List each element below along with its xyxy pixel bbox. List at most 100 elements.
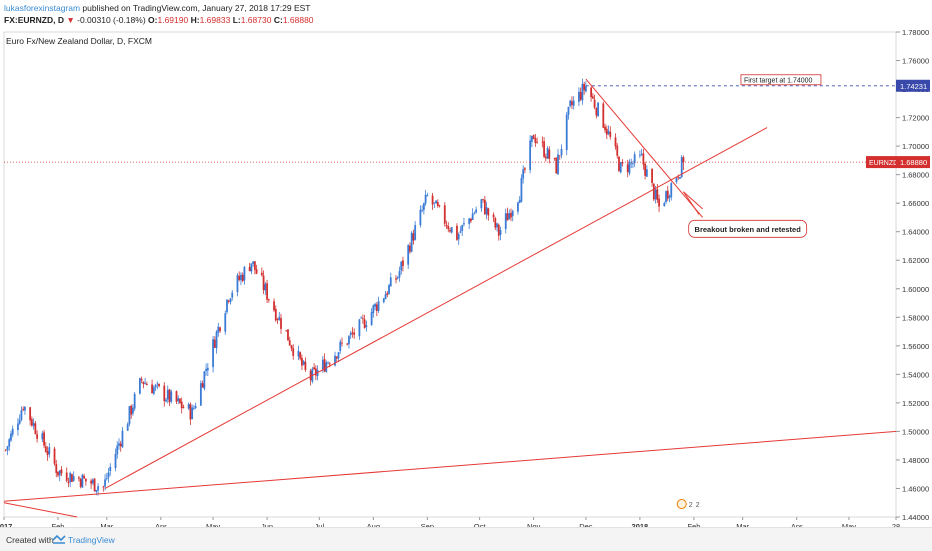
candle-body: [642, 153, 645, 165]
candle-body: [496, 223, 498, 228]
candle-body: [260, 272, 263, 276]
candle-body: [492, 214, 495, 218]
candle-body: [309, 370, 312, 381]
y-tick-label: 1.50000: [902, 427, 929, 436]
y-tick-label: 1.44000: [902, 513, 929, 522]
x-tick-label: Jun: [261, 522, 273, 527]
breakout-callout-box: [688, 219, 808, 238]
lower-trend-line: [3, 502, 78, 518]
candle-body: [325, 362, 328, 372]
candle-body: [278, 316, 281, 321]
candle-body: [83, 476, 86, 479]
candle-body: [522, 169, 525, 179]
candle-body: [640, 153, 643, 155]
y-tick-label: 1.58000: [902, 313, 929, 322]
x-tick-label: Sep: [421, 522, 434, 527]
y-tick-label: 1.46000: [902, 484, 929, 493]
price-tag: [896, 156, 930, 169]
candle-body: [6, 446, 9, 451]
candle-body: [422, 203, 425, 211]
candle-body: [645, 169, 648, 177]
candle-body: [584, 86, 587, 92]
x-tick-label: Apr: [791, 522, 803, 527]
y-tick-label: 1.66000: [902, 199, 929, 208]
candle-body: [468, 218, 471, 224]
candle-body: [412, 233, 415, 241]
candle-body: [517, 202, 519, 212]
candle-body: [327, 362, 329, 364]
candle-body: [205, 368, 207, 371]
candle-body: [548, 149, 551, 159]
tradingview-brand[interactable]: TradingView: [68, 535, 115, 545]
candle-body: [121, 430, 124, 448]
candle-body: [361, 318, 364, 320]
y-tick-label: 1.78000: [902, 28, 929, 37]
candle-body: [194, 405, 197, 408]
high-value: 1.69833: [199, 15, 231, 25]
candle-body: [285, 330, 288, 332]
pointer-line-2: [683, 191, 703, 210]
change-down-icon: ▼: [66, 15, 78, 25]
candle-body: [370, 312, 373, 326]
candle-body: [360, 317, 363, 319]
chart-header: lukasforexinstagram published on Trading…: [0, 0, 932, 30]
candle-body: [571, 101, 573, 106]
candle-body: [32, 422, 35, 426]
event-flag-icon: [676, 499, 687, 509]
candle-body: [395, 278, 397, 280]
candle-body: [22, 408, 25, 410]
candle-body: [675, 178, 678, 182]
candle-body: [128, 406, 131, 425]
candle-body: [253, 261, 256, 270]
candle-body: [4, 449, 7, 451]
candle-body: [213, 339, 216, 348]
candle-body: [266, 283, 268, 300]
y-tick-label: 1.54000: [902, 370, 929, 379]
candle-body: [619, 162, 622, 173]
low-value: 1.68730: [240, 15, 272, 25]
candle-body: [91, 479, 94, 484]
event-count-2: 2: [696, 502, 700, 509]
candle-body: [328, 363, 331, 365]
candle-body: [665, 191, 667, 203]
candle-body: [633, 154, 636, 164]
candle-body: [187, 403, 190, 409]
candle-body: [445, 225, 448, 227]
y-tick-label: 1.64000: [902, 228, 929, 237]
candle-body: [565, 114, 568, 151]
candle-body: [524, 168, 526, 170]
candle-body: [511, 210, 514, 217]
candle-body: [457, 233, 460, 240]
candle-body: [346, 343, 349, 345]
candle-body: [280, 318, 282, 329]
candle-body: [593, 99, 596, 108]
candle-body: [339, 341, 342, 351]
close-label: C:: [273, 15, 283, 25]
candle-body: [314, 368, 317, 376]
candle-body: [591, 96, 594, 99]
close-value: 1.68880: [282, 15, 314, 25]
candle-body: [36, 434, 39, 439]
candle-body: [292, 348, 295, 356]
candle-body: [677, 177, 680, 178]
candle-body: [384, 294, 387, 300]
author-link[interactable]: lukasforexinstagram: [4, 3, 81, 13]
candle-body: [658, 198, 660, 207]
candle-body: [435, 200, 437, 204]
candle-body: [170, 391, 173, 402]
long-term-trend-line: [3, 430, 897, 502]
candle-body: [274, 308, 277, 321]
candle-body: [166, 389, 169, 400]
candle-body: [375, 304, 378, 311]
candle-body: [607, 131, 610, 134]
candle-body: [630, 162, 633, 164]
candle-body: [546, 148, 549, 159]
candle-body: [560, 148, 563, 156]
candle-body: [349, 333, 352, 336]
candle-body: [118, 443, 120, 446]
candle-body: [382, 298, 385, 303]
candle-body: [520, 178, 523, 202]
price-chart[interactable]: 1.780001.760001.740001.720001.700001.680…: [0, 24, 932, 527]
candle-body: [377, 301, 380, 311]
candle-body: [583, 83, 586, 91]
